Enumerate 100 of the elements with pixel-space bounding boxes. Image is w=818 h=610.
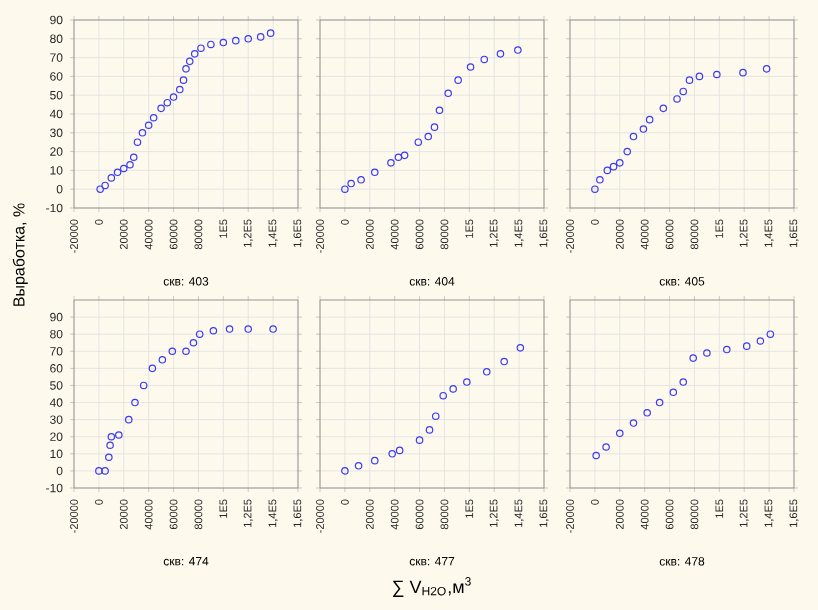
point bbox=[179, 76, 188, 84]
point bbox=[645, 115, 654, 124]
point bbox=[96, 185, 104, 193]
point bbox=[388, 450, 396, 458]
point bbox=[695, 72, 704, 81]
point bbox=[615, 159, 624, 167]
point bbox=[643, 409, 651, 417]
point bbox=[347, 179, 355, 188]
point bbox=[182, 65, 190, 73]
point bbox=[370, 168, 379, 177]
point bbox=[129, 153, 138, 162]
point bbox=[244, 325, 253, 333]
point bbox=[669, 388, 678, 397]
point bbox=[126, 160, 134, 169]
point bbox=[516, 344, 525, 352]
point bbox=[357, 176, 365, 184]
point bbox=[95, 467, 103, 475]
point bbox=[185, 57, 194, 66]
point bbox=[225, 325, 234, 333]
point bbox=[723, 345, 731, 354]
point bbox=[679, 378, 688, 386]
point bbox=[454, 76, 462, 84]
point bbox=[756, 337, 765, 345]
point bbox=[629, 419, 638, 427]
point bbox=[629, 132, 638, 141]
point bbox=[592, 451, 600, 460]
point bbox=[623, 147, 632, 156]
point bbox=[231, 36, 240, 45]
point bbox=[169, 93, 178, 101]
point bbox=[138, 128, 147, 137]
point bbox=[354, 461, 363, 470]
point bbox=[703, 349, 711, 357]
point bbox=[124, 415, 133, 424]
point bbox=[207, 40, 215, 49]
point bbox=[163, 98, 172, 107]
point bbox=[158, 356, 167, 364]
point bbox=[107, 174, 116, 182]
point bbox=[341, 467, 349, 475]
point bbox=[496, 50, 505, 58]
point bbox=[430, 123, 439, 131]
point bbox=[435, 106, 444, 115]
point bbox=[742, 342, 751, 350]
point bbox=[615, 429, 624, 438]
point bbox=[244, 34, 253, 43]
point bbox=[139, 381, 148, 390]
point bbox=[603, 166, 612, 175]
point bbox=[394, 153, 403, 162]
point bbox=[269, 325, 277, 333]
point bbox=[463, 378, 471, 386]
point bbox=[387, 159, 395, 167]
point bbox=[341, 185, 349, 193]
text: ∑ V$_{H2O}$,м$^{3}$ bbox=[393, 577, 471, 597]
point bbox=[101, 467, 109, 475]
point bbox=[596, 176, 604, 184]
point bbox=[209, 326, 218, 335]
point bbox=[739, 68, 747, 77]
point bbox=[673, 95, 681, 103]
point bbox=[105, 453, 113, 462]
point bbox=[679, 87, 688, 96]
point bbox=[133, 138, 142, 146]
point bbox=[115, 431, 123, 439]
point bbox=[119, 164, 128, 173]
point bbox=[425, 426, 434, 434]
point bbox=[266, 29, 275, 37]
point bbox=[414, 138, 423, 146]
point bbox=[424, 132, 433, 141]
point bbox=[591, 185, 599, 193]
point bbox=[149, 113, 158, 122]
point bbox=[689, 354, 698, 362]
point bbox=[466, 63, 475, 71]
point bbox=[480, 55, 489, 64]
point bbox=[197, 44, 205, 52]
point bbox=[609, 162, 618, 171]
point bbox=[219, 38, 228, 47]
point bbox=[514, 46, 522, 54]
point bbox=[449, 385, 457, 393]
point bbox=[766, 330, 775, 338]
point bbox=[444, 89, 452, 98]
point bbox=[157, 104, 165, 113]
point bbox=[189, 338, 198, 347]
point bbox=[655, 398, 664, 407]
point bbox=[168, 347, 177, 356]
point bbox=[175, 85, 184, 94]
point bbox=[107, 432, 116, 441]
point bbox=[182, 347, 190, 356]
point bbox=[144, 121, 153, 130]
point bbox=[713, 70, 721, 79]
point bbox=[400, 151, 409, 160]
point bbox=[639, 125, 648, 133]
point bbox=[131, 398, 139, 407]
point bbox=[190, 50, 199, 58]
point bbox=[101, 181, 109, 190]
point bbox=[685, 76, 694, 84]
point bbox=[659, 104, 668, 113]
point bbox=[439, 391, 447, 400]
point bbox=[370, 456, 379, 465]
point bbox=[106, 441, 114, 450]
point bbox=[148, 364, 157, 373]
point bbox=[195, 330, 204, 338]
point bbox=[113, 168, 122, 177]
